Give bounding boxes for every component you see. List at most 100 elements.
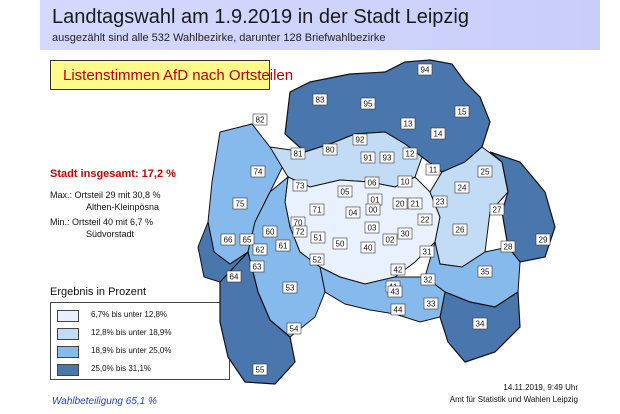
district-label: 82 xyxy=(252,113,268,126)
max-line-2: Althen-Kleinpösna xyxy=(86,202,160,212)
district-label-box xyxy=(382,233,398,246)
district-label-box xyxy=(352,133,368,146)
min-line-2: Südvorstadt xyxy=(86,229,135,239)
district-label-box xyxy=(290,147,306,160)
district-number: 32 xyxy=(424,276,433,285)
district-label: 51 xyxy=(310,231,326,244)
district-label: 55 xyxy=(252,363,268,376)
district-label-box xyxy=(252,243,268,256)
district-label-box xyxy=(407,197,423,210)
district-label: 14 xyxy=(430,127,446,140)
district-label: 21 xyxy=(407,197,423,210)
district-label: 10 xyxy=(397,175,413,188)
district-label: 34 xyxy=(472,317,488,330)
district-label-box xyxy=(400,117,416,130)
district-label-box xyxy=(390,263,406,276)
district-label: 25 xyxy=(477,165,493,178)
district-label-box xyxy=(425,163,441,176)
district-label-box xyxy=(397,227,413,240)
district-label: 74 xyxy=(250,165,266,178)
district-label: 29 xyxy=(535,233,551,246)
district-number: 29 xyxy=(539,236,548,245)
district-label-box xyxy=(286,322,302,335)
district-label-box xyxy=(417,63,433,76)
district-label-box xyxy=(332,237,348,250)
legend-item: 18,9% bis unter 25,0% xyxy=(57,346,227,358)
district-label-box xyxy=(477,265,493,278)
district-label-box xyxy=(432,195,448,208)
district-number: 34 xyxy=(476,320,485,329)
district-label: 24 xyxy=(454,181,470,194)
district-number: 02 xyxy=(386,236,395,245)
district-label: 04 xyxy=(345,206,361,219)
map-title-label: Listenstimmen AfD nach Ortsteilen xyxy=(63,67,294,84)
legend-swatch xyxy=(57,328,79,340)
district-label-box xyxy=(397,175,413,188)
district-label-box xyxy=(345,206,361,219)
district-number: 00 xyxy=(369,206,378,215)
legend-item: 25,0% bis 31,1% xyxy=(57,364,227,376)
district-label: 12 xyxy=(402,147,418,160)
district-number: 73 xyxy=(296,182,305,191)
turnout-label: Wahlbeteiligung 65,1 % xyxy=(52,396,157,407)
district-label: 63 xyxy=(249,260,265,273)
district-label: 05 xyxy=(337,185,353,198)
legend-label: 12,8% bis unter 18,9% xyxy=(91,328,172,337)
district-label: 27 xyxy=(489,203,505,216)
district-label-box xyxy=(423,297,439,310)
district-label: 23 xyxy=(432,195,448,208)
min-line-1: Min.: Ortsteil 40 mit 6,7 % xyxy=(50,217,154,227)
district-number: 42 xyxy=(394,266,403,275)
legend-item: 12,8% bis unter 18,9% xyxy=(57,328,227,340)
district-number: 10 xyxy=(401,178,410,187)
district-label: 75 xyxy=(232,197,248,210)
district-label: 44 xyxy=(390,303,406,316)
district-number: 94 xyxy=(421,66,430,75)
header-band: Landtagswahl am 1.9.2019 in der Stadt Le… xyxy=(40,0,600,50)
district-number: 01 xyxy=(371,196,380,205)
legend-swatch xyxy=(57,310,79,322)
district-number: 70 xyxy=(294,219,303,228)
district-label: 64 xyxy=(226,270,242,283)
district-label-box xyxy=(337,185,353,198)
district-label-box xyxy=(252,113,268,126)
max-line-1: Max.: Ortsteil 29 mit 30,8 % xyxy=(50,190,161,200)
district-label: 26 xyxy=(452,223,468,236)
district-label: 28 xyxy=(500,240,516,253)
district-number: 05 xyxy=(341,188,350,197)
district-number: 82 xyxy=(256,116,265,125)
city-total: Stadt insgesamt: 17,2 % xyxy=(50,168,176,180)
district-number: 51 xyxy=(314,234,323,243)
footer-office: Amt für Statistik und Wahlen Leipzig xyxy=(449,395,578,404)
district-label: 00 xyxy=(365,203,381,216)
district-label-box xyxy=(309,203,325,216)
district-number: 71 xyxy=(313,206,322,215)
district-number: 12 xyxy=(406,150,415,159)
legend: 6,7% bis unter 12,8% 12,8% bis unter 18,… xyxy=(50,302,230,380)
district-number: 53 xyxy=(286,284,295,293)
district-label: 42 xyxy=(390,263,406,276)
district-number: 15 xyxy=(458,108,467,117)
district-label: 60 xyxy=(262,225,278,238)
district-number: 63 xyxy=(253,263,262,272)
district-number: 04 xyxy=(349,209,358,218)
district-label: 80 xyxy=(322,143,338,156)
district-label-box xyxy=(417,213,433,226)
district-label-box xyxy=(252,363,268,376)
district-number: 60 xyxy=(266,228,275,237)
district-label: 65 xyxy=(239,233,255,246)
region-south-mid xyxy=(319,266,446,323)
region-far-west-dark xyxy=(197,220,249,283)
district-label-box xyxy=(535,233,551,246)
district-number: 91 xyxy=(364,154,373,163)
district-label-box xyxy=(364,221,380,234)
district-number: 83 xyxy=(316,96,325,105)
district-label-box xyxy=(360,151,376,164)
district-label-box xyxy=(379,151,395,164)
district-label-box xyxy=(250,165,266,178)
district-number: 66 xyxy=(224,236,233,245)
district-number: 25 xyxy=(481,168,490,177)
district-number: 23 xyxy=(436,198,445,207)
district-label: 30 xyxy=(397,227,413,240)
district-label: 22 xyxy=(417,213,433,226)
